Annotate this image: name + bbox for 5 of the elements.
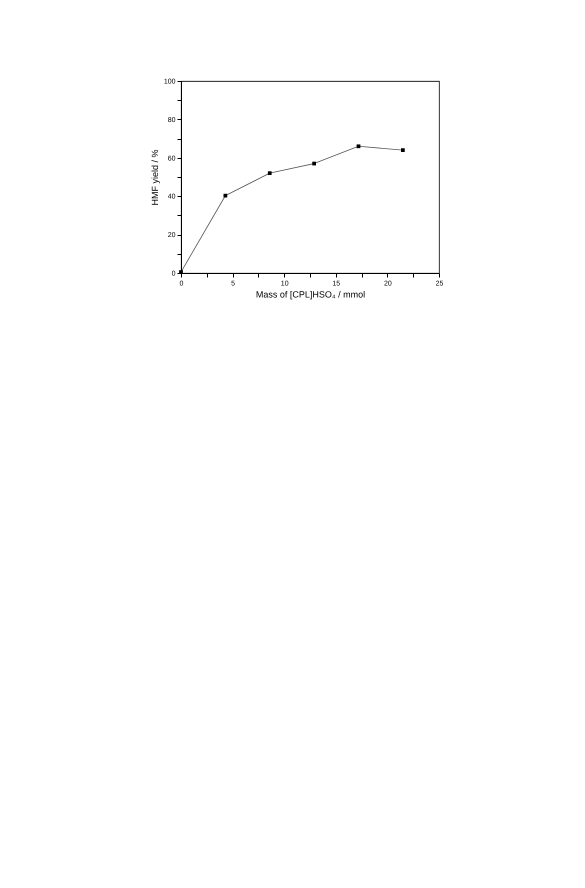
point [401,148,405,152]
x-axis-title: Mass of [CPL]HSO₄ / mmol [256,290,366,300]
point [356,144,360,148]
point [312,162,316,166]
y-axis-title: HMF yield / % [150,149,160,206]
